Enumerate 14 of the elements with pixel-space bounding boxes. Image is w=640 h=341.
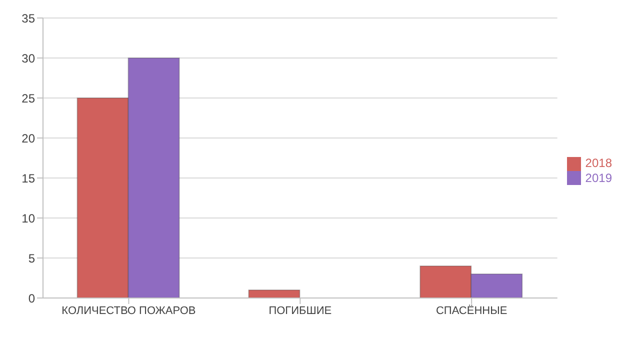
- legend-label: 2019: [585, 170, 612, 184]
- x-tick-label: КОЛИЧЕСТВО ПОЖАРОВ: [62, 304, 196, 317]
- x-tick-label: СПАСЁННЫЕ: [436, 304, 508, 317]
- bar: [248, 290, 300, 298]
- y-tick-label: 15: [22, 171, 36, 186]
- y-tick-label: 0: [28, 291, 36, 306]
- y-tick-label: 20: [22, 131, 36, 146]
- y-tick-label: 5: [28, 251, 36, 266]
- y-tick-label: 10: [22, 211, 36, 226]
- y-tick-label: 35: [22, 11, 36, 26]
- y-tick-label: 30: [22, 51, 36, 66]
- y-tick-label: 25: [22, 91, 36, 106]
- x-tick-label: ПОГИБШИЕ: [268, 304, 332, 317]
- legend-label: 2018: [585, 156, 612, 170]
